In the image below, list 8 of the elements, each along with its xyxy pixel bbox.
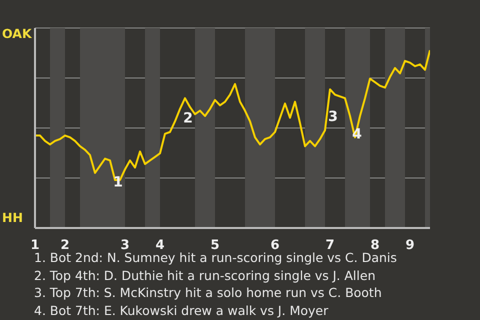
annotation: 2 (183, 110, 193, 127)
text: 3. Top 7th: S. McKinstry hit a solo home run vs C. Booth (34, 284, 383, 302)
annotation: 3 (328, 108, 338, 125)
text: HH (2, 210, 23, 226)
x-tick-label: 9 (405, 238, 415, 253)
text: 2. Top 4th: D. Duthie hit a run-scoring single vs J. Allen (34, 266, 376, 284)
text: OAK (2, 26, 32, 42)
text: 4. Bot 7th: E. Kukowski drew a walk vs J. Moyer (34, 302, 330, 319)
